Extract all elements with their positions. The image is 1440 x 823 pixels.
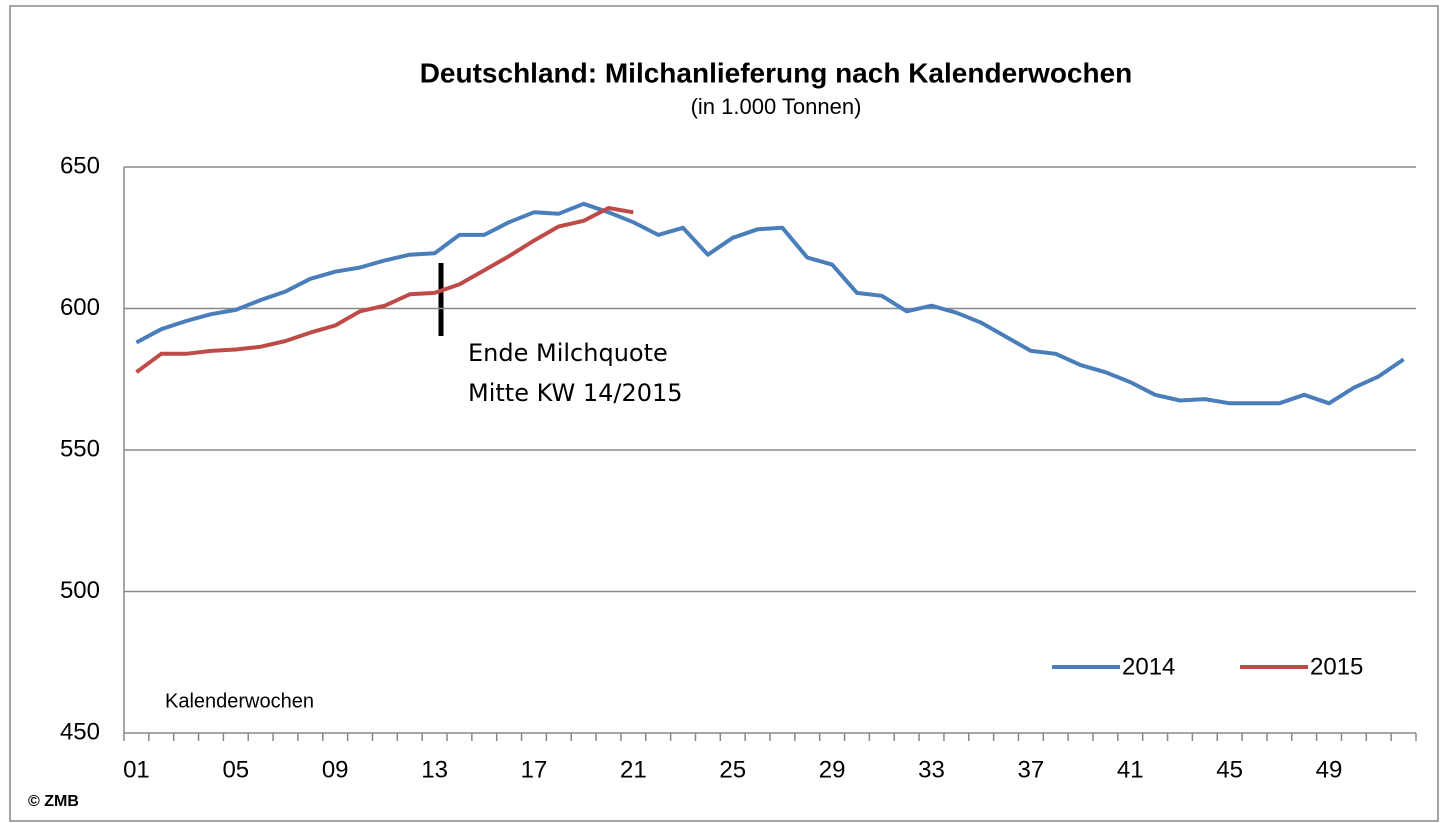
x-tick-label: 29 [819,756,846,783]
x-tick-label: 41 [1117,756,1144,783]
line-series [135,201,1405,406]
x-tick-label: 17 [521,756,548,783]
x-tick-label: 09 [322,756,349,783]
y-tick-label: 600 [60,294,100,321]
annotation: Mitte KW 14/2015 [468,379,683,407]
chart-title: Deutschland: Milchanlieferung nach Kalen… [420,57,1133,88]
chart-subtitle: (in 1.000 Tonnen) [691,94,862,119]
x-tick-label: 13 [421,756,448,783]
y-tick-label: 550 [60,435,100,462]
x-tick-label: 21 [620,756,647,783]
x-tick-label: 05 [222,756,249,783]
y-tick-label: 650 [60,152,100,179]
x-tick-label: 33 [918,756,945,783]
x-tick-label: 37 [1018,756,1045,783]
source: © ZMB [28,793,79,810]
annotation: Ende Milchquote [468,339,668,367]
x-tick-label: 45 [1216,756,1243,783]
x-tick-label: 01 [123,756,150,783]
legend-label: 2015 [1310,653,1363,680]
line-series [135,206,634,374]
frame [9,5,1439,822]
y-tick-label: 450 [60,718,100,745]
legend-label: 2014 [1122,653,1175,680]
x-tick-label: 49 [1316,756,1343,783]
x-tick-label: 25 [719,756,746,783]
x-axis-label: Kalenderwochen [165,690,314,712]
y-tick-label: 500 [60,577,100,604]
